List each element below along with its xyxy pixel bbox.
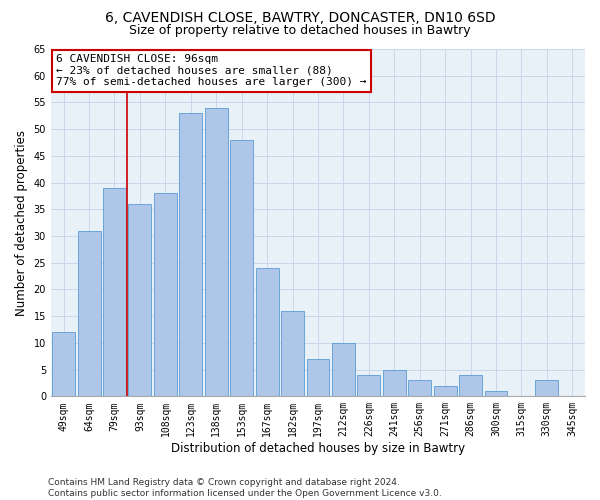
- Bar: [205, 108, 227, 397]
- Bar: [230, 140, 253, 396]
- Bar: [103, 188, 126, 396]
- Bar: [408, 380, 431, 396]
- Bar: [52, 332, 75, 396]
- Bar: [434, 386, 457, 396]
- Bar: [535, 380, 558, 396]
- Bar: [77, 230, 101, 396]
- Text: Size of property relative to detached houses in Bawtry: Size of property relative to detached ho…: [129, 24, 471, 37]
- Bar: [179, 113, 202, 397]
- Bar: [383, 370, 406, 396]
- X-axis label: Distribution of detached houses by size in Bawtry: Distribution of detached houses by size …: [171, 442, 465, 455]
- Bar: [332, 343, 355, 396]
- Bar: [459, 375, 482, 396]
- Bar: [154, 194, 177, 396]
- Bar: [256, 268, 278, 396]
- Bar: [358, 375, 380, 396]
- Bar: [307, 359, 329, 397]
- Text: 6, CAVENDISH CLOSE, BAWTRY, DONCASTER, DN10 6SD: 6, CAVENDISH CLOSE, BAWTRY, DONCASTER, D…: [104, 11, 496, 25]
- Bar: [281, 311, 304, 396]
- Y-axis label: Number of detached properties: Number of detached properties: [15, 130, 28, 316]
- Bar: [485, 391, 508, 396]
- Bar: [128, 204, 151, 396]
- Text: Contains HM Land Registry data © Crown copyright and database right 2024.
Contai: Contains HM Land Registry data © Crown c…: [48, 478, 442, 498]
- Text: 6 CAVENDISH CLOSE: 96sqm
← 23% of detached houses are smaller (88)
77% of semi-d: 6 CAVENDISH CLOSE: 96sqm ← 23% of detach…: [56, 54, 367, 88]
